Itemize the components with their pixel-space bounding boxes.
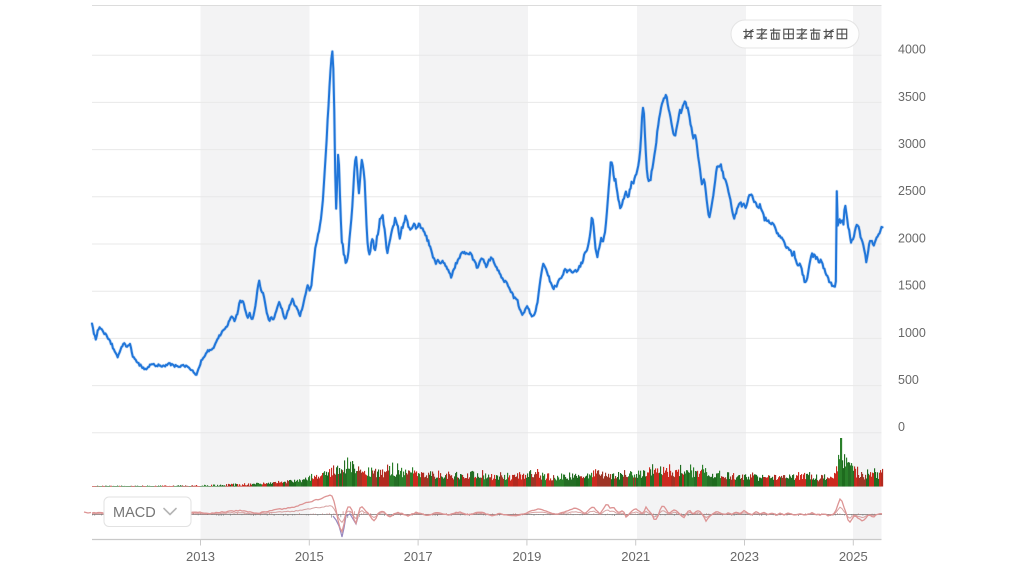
svg-text:2017: 2017 [404, 549, 433, 564]
svg-text:1500: 1500 [898, 279, 926, 293]
svg-text:2021: 2021 [621, 549, 650, 564]
svg-text:500: 500 [898, 373, 919, 387]
svg-text:2025: 2025 [839, 549, 868, 564]
svg-text:2015: 2015 [295, 549, 324, 564]
svg-text:4000: 4000 [898, 43, 926, 57]
svg-text:2013: 2013 [186, 549, 215, 564]
svg-text:3000: 3000 [898, 137, 926, 151]
svg-text:2019: 2019 [512, 549, 541, 564]
svg-text:0: 0 [898, 420, 905, 434]
svg-text:1000: 1000 [898, 326, 926, 340]
svg-text:MACD: MACD [113, 505, 156, 521]
svg-text:2500: 2500 [898, 184, 926, 198]
svg-text:3500: 3500 [898, 90, 926, 104]
svg-text:2000: 2000 [898, 231, 926, 245]
svg-text:2023: 2023 [730, 549, 759, 564]
